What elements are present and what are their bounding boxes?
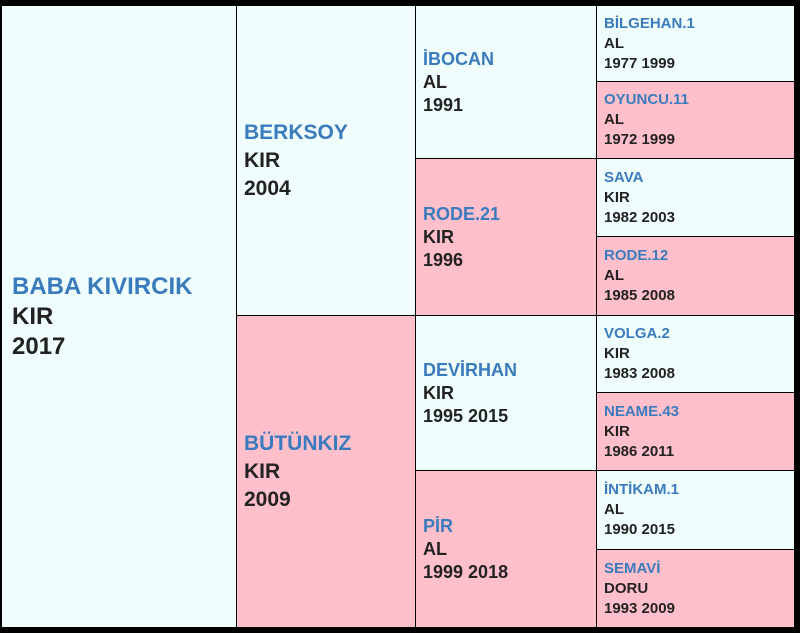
ggp-cell: BİLGEHAN.1 AL 1977 1999 xyxy=(597,6,794,81)
ggp-color: KIR xyxy=(604,345,630,362)
ggp-color: AL xyxy=(604,501,624,518)
ggp-color: KIR xyxy=(604,188,630,206)
ggp-years: 1993 2009 xyxy=(604,599,675,617)
sire-color: KIR xyxy=(244,148,281,172)
ggp-cell: SAVA KIR 1982 2003 xyxy=(597,159,794,236)
ggp-name: SEMAVİ xyxy=(604,559,661,577)
subject-name: BABA KIVIRCIK xyxy=(12,272,193,300)
ggp-cell: OYUNCU.11 AL 1972 1999 xyxy=(597,82,794,158)
ggp-color: AL xyxy=(604,267,624,284)
ggp-name: BİLGEHAN.1 xyxy=(604,14,695,32)
ggp-years: 1982 2003 xyxy=(604,208,675,226)
sire-dam-cell: RODE.21 KIR 1996 xyxy=(416,159,596,315)
dam-sire-name: DEVİRHAN xyxy=(423,359,518,380)
sire-sire-name: İBOCAN xyxy=(423,48,494,69)
dam-sire-cell: DEVİRHAN KIR 1995 2015 xyxy=(416,316,596,470)
subject-cell: BABA KIVIRCIK KIR 2017 xyxy=(2,6,236,627)
ggp-name: NEAME.43 xyxy=(604,402,680,420)
dam-dam-cell: PİR AL 1999 2018 xyxy=(416,471,596,627)
ggp-color: KIR xyxy=(604,422,630,440)
ggp-color: AL xyxy=(604,34,624,52)
ggp-cell: VOLGA.2 KIR 1983 2008 xyxy=(597,316,794,392)
dam-dam-name: PİR xyxy=(423,515,454,536)
dam-sire-color: KIR xyxy=(423,382,454,403)
ggp-years: 1986 2011 xyxy=(604,442,675,460)
ggp-years: 1990 2015 xyxy=(604,521,675,538)
ggp-cell: SEMAVİ DORU 1993 2009 xyxy=(597,550,794,627)
ggp-name: RODE.12 xyxy=(604,247,669,264)
ggp-color: AL xyxy=(604,111,624,128)
sire-dam-name: RODE.21 xyxy=(423,203,501,224)
ggp-years: 1985 2008 xyxy=(604,287,675,304)
sire-cell: BERKSOY KIR 2004 xyxy=(237,6,415,315)
dam-cell: BÜTÜNKIZ KIR 2009 xyxy=(237,316,415,627)
dam-dam-color: AL xyxy=(423,538,447,559)
ggp-cell: RODE.12 AL 1985 2008 xyxy=(597,237,794,315)
ggp-name: İNTİKAM.1 xyxy=(604,481,679,498)
sire-sire-cell: İBOCAN AL 1991 xyxy=(416,6,596,158)
ggp-years: 1983 2008 xyxy=(604,365,675,382)
ggp-name: OYUNCU.11 xyxy=(604,91,690,108)
sire-dam-color: KIR xyxy=(423,226,454,247)
dam-name: BÜTÜNKIZ xyxy=(244,431,352,455)
sire-name: BERKSOY xyxy=(244,120,348,144)
ggp-name: SAVA xyxy=(604,168,644,186)
ggp-years: 1972 1999 xyxy=(604,131,675,148)
ggp-years: 1977 1999 xyxy=(604,54,675,72)
sire-sire-years: 1991 xyxy=(423,94,464,115)
ggp-color: DORU xyxy=(604,579,649,597)
subject-years: 2017 xyxy=(12,332,66,360)
sire-sire-color: AL xyxy=(423,71,447,92)
subject-color: KIR xyxy=(12,302,54,330)
dam-color: KIR xyxy=(244,459,281,483)
dam-dam-years: 1999 2018 xyxy=(423,561,509,582)
sire-years: 2004 xyxy=(244,176,291,200)
ggp-cell: NEAME.43 KIR 1986 2011 xyxy=(597,393,794,470)
sire-dam-years: 1996 xyxy=(423,249,464,270)
dam-years: 2009 xyxy=(244,487,291,511)
ggp-cell: İNTİKAM.1 AL 1990 2015 xyxy=(597,471,794,549)
dam-sire-years: 1995 2015 xyxy=(423,405,509,426)
ggp-name: VOLGA.2 xyxy=(604,325,670,342)
